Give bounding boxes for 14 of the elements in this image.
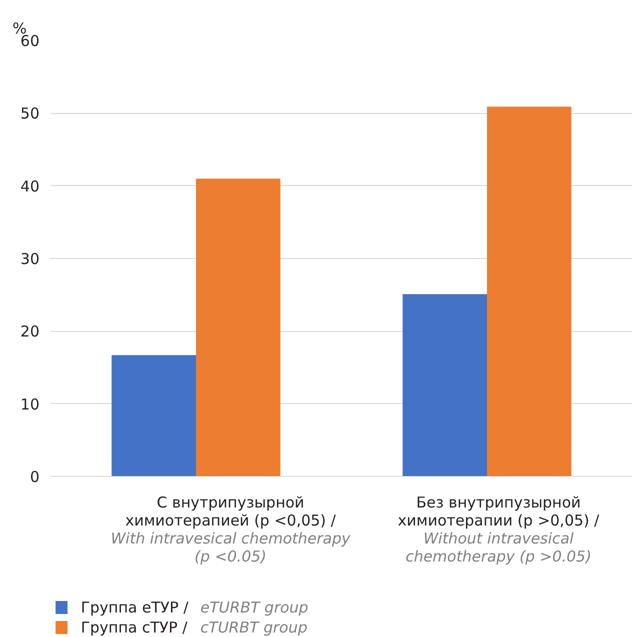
y-tick-label: 50 (20, 104, 40, 123)
y-tick-label: 10 (20, 395, 40, 414)
legend-label: Группа сТУР / cTURBT group (80, 618, 308, 636)
bar (402, 294, 487, 476)
bar (196, 178, 280, 476)
legend-label: Группа еТУР / eTURBT group (80, 598, 308, 616)
x-tick-label: Без внутрипузырной химиотерапии (p >0,05) / Without intravesical chemotherapy (p >0.05) (398, 494, 600, 566)
y-tick-label: 30 (20, 250, 40, 268)
y-tick-label: 40 (20, 177, 40, 196)
x-tick-label: С внутрипузырной химиотерапией (p <0,05) / With intravesical chemotherapy (p <0.05) (110, 494, 352, 566)
y-tick-label: 20 (20, 322, 40, 341)
bar (487, 106, 572, 476)
y-tick-label: 0 (30, 468, 40, 486)
bar (112, 355, 196, 476)
